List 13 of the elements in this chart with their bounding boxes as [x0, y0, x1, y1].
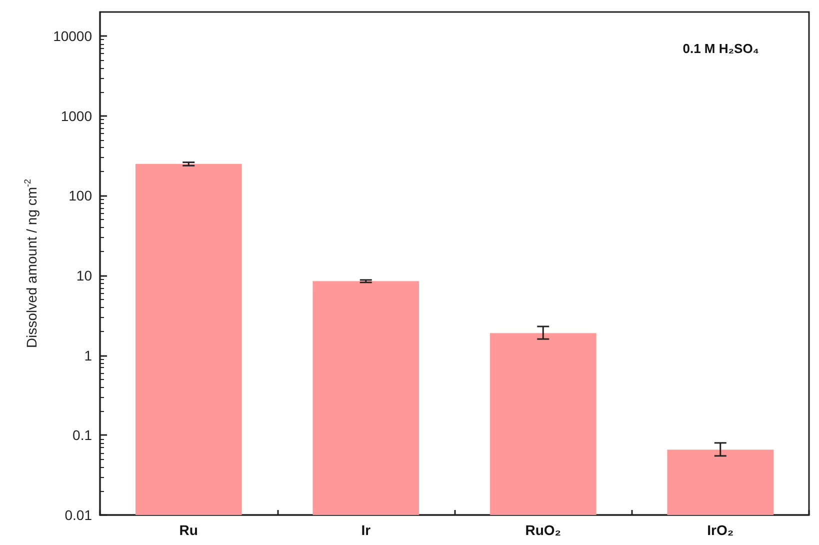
x-tick-label: Ru — [179, 522, 198, 538]
y-tick-label: 10000 — [53, 28, 92, 44]
annotation: 0.1 M H₂SO₄ — [682, 41, 760, 56]
y-tick-label: 10 — [76, 268, 92, 284]
x-tick-label: Ir — [361, 522, 372, 538]
x-tick-label: IrO₂ — [707, 522, 734, 538]
y-tick-label: 1 — [84, 347, 92, 364]
y-tick-label: 100 — [68, 188, 92, 204]
y-axis-title: Dissolved amount / ng cm-2 — [22, 178, 40, 348]
y-tick-label: 0.01 — [64, 507, 92, 523]
y-tick-label: 0.1 — [72, 427, 92, 444]
x-tick-label: RuO₂ — [525, 522, 562, 538]
y-tick-label: 1000 — [60, 108, 92, 124]
